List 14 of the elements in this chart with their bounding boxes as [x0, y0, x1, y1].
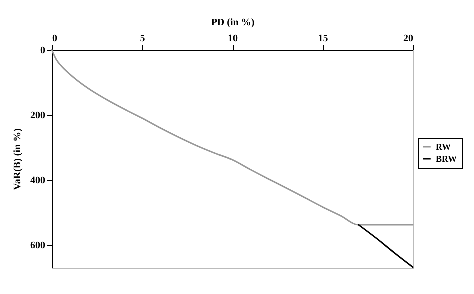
- y-axis-title: VaR(B) (in %): [12, 128, 24, 190]
- legend-label: RW: [436, 142, 452, 152]
- x-tick-label: 20: [404, 34, 414, 44]
- y-tick-label: 400: [30, 176, 46, 187]
- legend-label: BRW: [436, 154, 458, 164]
- x-tick-label: 0: [52, 34, 58, 44]
- y-tick-label: 600: [30, 240, 46, 252]
- y-tick-label: 200: [30, 110, 46, 122]
- x-tick-label: 15: [318, 34, 328, 44]
- x-axis-title: PD (in %): [211, 18, 255, 28]
- x-tick-label: 5: [140, 34, 146, 44]
- line-series: [358, 224, 414, 268]
- y-tick-label: 0: [40, 46, 46, 56]
- x-tick-label: 10: [228, 34, 238, 44]
